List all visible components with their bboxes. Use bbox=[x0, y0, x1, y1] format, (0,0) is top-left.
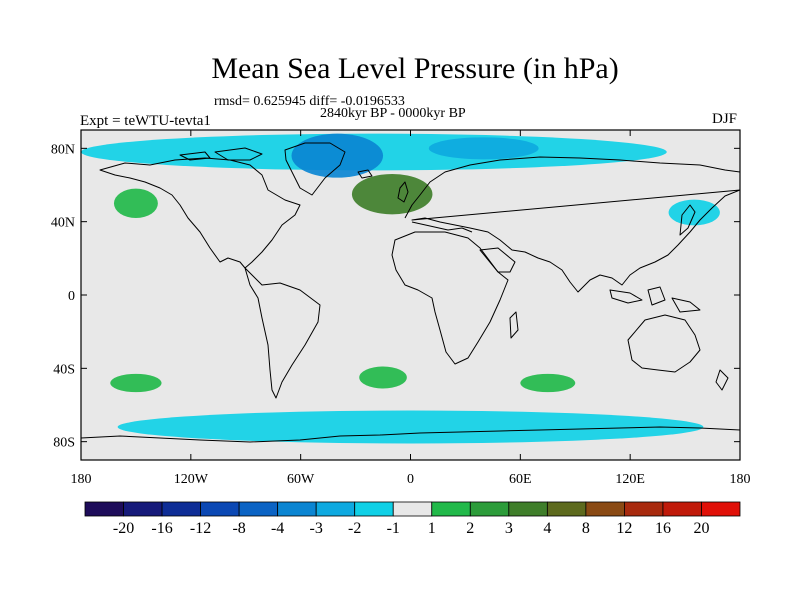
colorbar-label: -4 bbox=[271, 520, 284, 537]
colorbar-swatch bbox=[546, 501, 587, 517]
anomaly-region bbox=[428, 137, 539, 160]
colorbar-swatch bbox=[238, 501, 279, 517]
period-label: 2840kyr BP - 0000kyr BP bbox=[320, 106, 466, 121]
chart-title: Mean Sea Level Pressure (in hPa) bbox=[211, 52, 619, 85]
anomaly-region bbox=[113, 188, 158, 218]
colorbar-label: 20 bbox=[693, 520, 709, 537]
x-axis: 180 120W 60W 0 60E 120E 180 bbox=[71, 130, 751, 487]
colorbar-swatch bbox=[508, 501, 548, 517]
anomaly-region bbox=[520, 373, 576, 393]
y-tick-label: 40S bbox=[53, 362, 75, 377]
anomaly-regions bbox=[81, 133, 720, 444]
colorbar-swatch bbox=[662, 501, 702, 517]
colorbar: -20 -16 -12 -8 -4 -3 -2 -1 1 2 3 4 8 12 16 20 bbox=[84, 501, 741, 537]
colorbar-label: 3 bbox=[505, 520, 513, 537]
colorbar-label: 8 bbox=[582, 520, 590, 537]
colorbar-swatch bbox=[701, 501, 741, 517]
colorbar-label: -3 bbox=[310, 520, 323, 537]
colorbar-label: 16 bbox=[655, 520, 671, 537]
season-label: DJF bbox=[712, 111, 738, 127]
y-tick-label: 80N bbox=[51, 142, 75, 157]
x-tick-label: 0 bbox=[407, 472, 414, 487]
colorbar-swatch bbox=[123, 501, 163, 517]
colorbar-swatch bbox=[200, 501, 240, 517]
colorbar-label: 2 bbox=[466, 520, 474, 537]
colorbar-swatch bbox=[315, 501, 356, 517]
colorbar-swatch bbox=[624, 501, 664, 517]
rmsd-diff-stats: rmsd= 0.625945 diff= -0.0196533 bbox=[214, 94, 405, 109]
colorbar-swatch bbox=[161, 501, 201, 517]
anomaly-region bbox=[291, 133, 384, 178]
colorbar-label: -1 bbox=[387, 520, 400, 537]
colorbar-label: 12 bbox=[616, 520, 632, 537]
colorbar-swatch bbox=[392, 501, 433, 517]
colorbar-swatch bbox=[354, 501, 394, 517]
experiment-label: Expt = teWTU-tevta1 bbox=[80, 113, 211, 129]
x-tick-label: 180 bbox=[71, 472, 92, 487]
colorbar-swatch bbox=[585, 501, 625, 517]
anomaly-region bbox=[117, 410, 704, 444]
x-tick-label: 180 bbox=[730, 472, 751, 487]
colorbar-swatch bbox=[84, 501, 124, 517]
y-tick-label: 80S bbox=[53, 436, 75, 451]
x-tick-label: 60E bbox=[509, 472, 532, 487]
anomaly-region bbox=[359, 366, 407, 389]
x-tick-label: 60W bbox=[287, 472, 315, 487]
colorbar-label: 4 bbox=[543, 520, 551, 537]
colorbar-swatch bbox=[469, 501, 510, 517]
y-axis: 80N 40N 0 40S 80S bbox=[51, 142, 740, 451]
colorbar-label: -16 bbox=[151, 520, 172, 537]
colorbar-label: -2 bbox=[348, 520, 361, 537]
x-tick-label: 120E bbox=[615, 472, 645, 487]
x-tick-label: 120W bbox=[174, 472, 209, 487]
anomaly-region bbox=[110, 373, 162, 393]
y-tick-label: 0 bbox=[68, 289, 75, 304]
colorbar-label: -12 bbox=[190, 520, 211, 537]
colorbar-swatch bbox=[277, 501, 317, 517]
colorbar-label: 1 bbox=[428, 520, 436, 537]
colorbar-swatch bbox=[431, 501, 471, 517]
y-tick-label: 40N bbox=[51, 216, 75, 231]
coastlines bbox=[81, 142, 740, 443]
colorbar-label: -20 bbox=[113, 520, 134, 537]
colorbar-label: -8 bbox=[232, 520, 245, 537]
